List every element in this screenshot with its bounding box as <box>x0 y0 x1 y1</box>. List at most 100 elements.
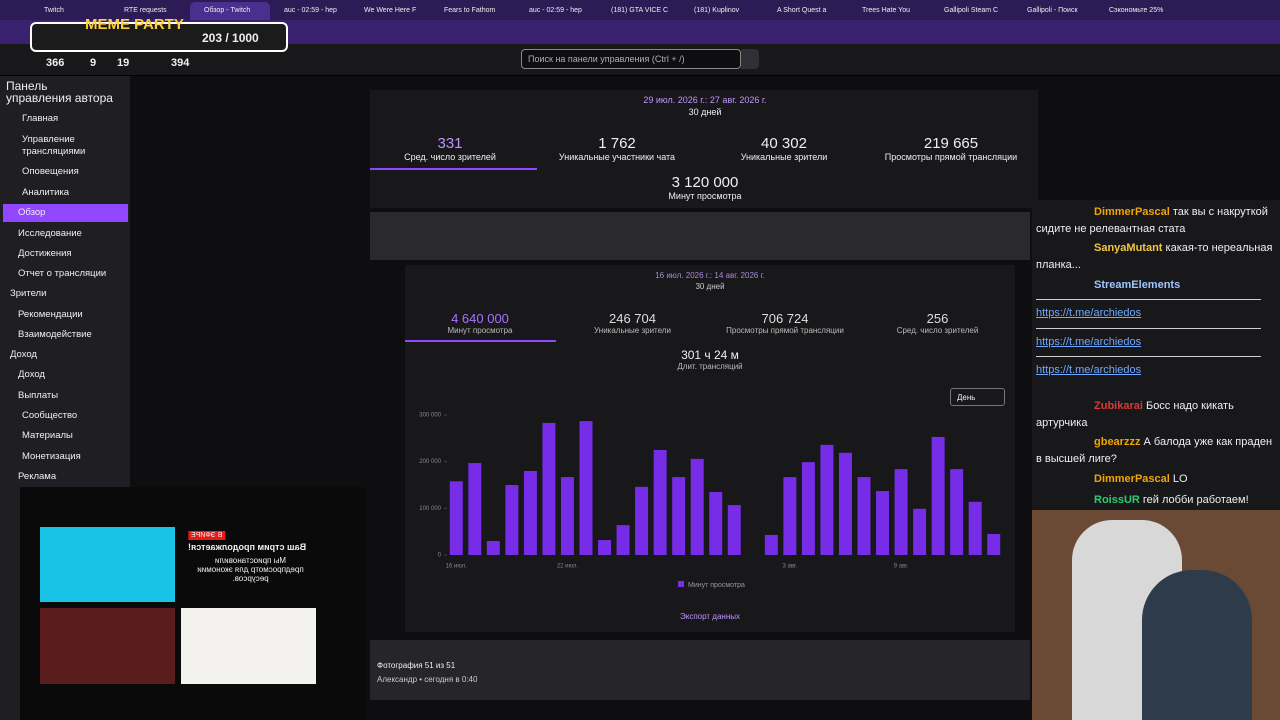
popup-image-1 <box>40 527 175 602</box>
chat-text: гей лобби работаем! <box>1142 494 1249 506</box>
sidebar-item[interactable]: Сообщество <box>22 410 78 421</box>
meme-progress: 203 / 1000 <box>202 31 259 45</box>
chat-user[interactable]: RoissUR <box>1094 494 1140 506</box>
inner-range: 16 июл. 2026 г.: 14 авг. 2026 г. <box>655 271 765 280</box>
overlay-stat: 394 <box>171 57 190 69</box>
sidebar-item[interactable]: Взаимодействие <box>18 329 92 340</box>
chat-message: StreamElements <box>1036 277 1276 294</box>
overlay-stat: 366 <box>46 57 65 69</box>
metric-label: Уникальные зрители <box>740 152 828 162</box>
metric-label: Длит. трансляций <box>677 362 743 371</box>
browser-tab[interactable]: (181) GTA VICE C <box>611 7 669 14</box>
metric-tab-underline <box>405 340 556 342</box>
separator <box>1036 328 1261 329</box>
metric-label: Сред. число зрителей <box>896 326 979 335</box>
chat-link[interactable]: https://t.me/archiedos <box>1036 307 1142 319</box>
inner-period: 30 дней <box>695 282 725 291</box>
sidebar-item[interactable]: Достижения <box>18 248 72 259</box>
metric-label: Сред. число зрителей <box>404 152 496 162</box>
tab-strip <box>0 0 1280 20</box>
browser-tab[interactable]: A Short Quest a <box>777 7 827 14</box>
chat-user[interactable]: SanyaMutant <box>1094 242 1163 254</box>
browser-tab[interactable]: Gallipoli - Поиск <box>1027 7 1078 14</box>
metric-tab-underline <box>370 168 537 170</box>
sidebar-item[interactable]: Реклама <box>18 471 57 482</box>
overview-range: 29 июл. 2026 г.: 27 авг. 2026 г. <box>643 95 767 105</box>
browser-tab[interactable]: (181) Kuplinov <box>694 7 740 14</box>
sidebar-item[interactable]: Исследование <box>18 228 82 239</box>
sidebar-item[interactable]: Управление трансляциями <box>22 134 86 157</box>
chat-link[interactable]: https://t.me/archiedos <box>1036 336 1142 348</box>
browser-tab[interactable]: Сэкономьте 25% <box>1109 7 1164 14</box>
browser-tab[interactable]: Gallipoli Steam C <box>944 7 999 14</box>
chat-text: какая-то нереальная планка... <box>1036 242 1273 271</box>
interval-select[interactable]: День <box>950 388 1005 406</box>
metric-value: 4 640 000 <box>451 311 509 326</box>
browser-tab[interactable]: Twitch <box>44 7 64 14</box>
overlay-stat: 19 <box>117 57 130 69</box>
chat-text: Босс надо кикать артурчика <box>1036 400 1234 429</box>
chat-link[interactable]: https://t.me/archiedos <box>1036 364 1142 376</box>
chat-user[interactable]: DimmerPascal <box>1094 206 1170 218</box>
browser-tab[interactable]: auc - 02:59 - hep <box>529 7 582 14</box>
chat <box>1032 200 1280 510</box>
sidebar-item[interactable]: Зрители <box>10 288 47 299</box>
popup-image-3 <box>181 608 316 684</box>
export-button[interactable]: Экспорт данных <box>680 612 740 621</box>
meme-title: MEME PARTY <box>85 16 184 33</box>
chat-user[interactable]: DimmerPascal <box>1094 473 1170 485</box>
browser-tab[interactable]: RTE requests <box>124 7 167 14</box>
overview-card <box>370 90 1038 208</box>
separator <box>1036 356 1261 357</box>
browser-tab[interactable]: Trees Hate You <box>862 7 910 14</box>
sidebar-item[interactable]: Выплаты <box>18 390 59 401</box>
sidebar-item[interactable]: Аналитика <box>22 187 70 198</box>
metric-value: 246 704 <box>609 311 656 326</box>
metric-value: 301 ч 24 м <box>681 348 739 362</box>
metric-value: 40 302 <box>761 135 807 152</box>
popup <box>20 487 366 720</box>
sidebar-item[interactable]: Монетизация <box>22 451 81 462</box>
chat-message: DimmerPascal так вы с накруткой сидите н… <box>1036 204 1276 238</box>
browser-tab[interactable]: auc - 02:59 - hep <box>284 7 337 14</box>
popup-badge: В ЭФИРЕ <box>188 531 226 540</box>
metric-value: 219 665 <box>923 135 979 152</box>
sidebar-item[interactable]: Отчет о трансляции <box>18 268 107 279</box>
sidebar-item[interactable]: Доход <box>18 369 45 380</box>
search-box[interactable]: Поиск на панели управления (Ctrl + /) <box>521 49 741 69</box>
metric-value: 331 <box>437 135 463 152</box>
metric-value: 3 120 000 <box>671 174 739 191</box>
chat-text: А балода уже как праден в высшей лиге? <box>1036 436 1273 465</box>
sidebar-item[interactable]: Обзор <box>3 204 128 222</box>
browser-tab[interactable]: Fears to Fathom <box>444 7 496 14</box>
sidebar-item[interactable]: Доход <box>10 349 37 360</box>
sidebar-title: Панель управления автора <box>6 79 113 105</box>
browser-tab[interactable]: Обзор - Twitch <box>190 2 270 20</box>
chat-message: SanyaMutant какая-то нереальная планка..… <box>1036 240 1276 274</box>
metric-label: Уникальные участники чата <box>558 152 676 162</box>
sidebar-item[interactable]: Главная <box>22 113 59 124</box>
metric-label: Уникальные зрители <box>594 326 671 335</box>
gray-band <box>370 212 1030 260</box>
chat-user[interactable]: StreamElements <box>1094 279 1181 291</box>
chat-user[interactable]: Zubikarai <box>1094 400 1143 412</box>
metric-label: Просмотры прямой трансляции <box>726 326 844 335</box>
search-button[interactable] <box>741 49 759 69</box>
sidebar-item[interactable]: Оповещения <box>22 166 79 177</box>
sidebar-item[interactable]: Материалы <box>22 430 73 441</box>
chat-user[interactable]: gbearzzz <box>1094 436 1141 448</box>
popup-text: Мы приостановили предпросмотр для эконом… <box>197 556 304 583</box>
person <box>1142 570 1252 720</box>
photo-strip <box>370 640 1030 700</box>
browser-tab[interactable]: We Were Here F <box>364 7 417 14</box>
meme-overlay <box>30 22 288 52</box>
metric-label: Минут просмотра <box>447 326 513 335</box>
metric-value: 1 762 <box>598 135 636 152</box>
popup-title: Ваш стрим продолжается! <box>188 542 307 552</box>
sidebar-item[interactable]: Рекомендации <box>18 309 83 320</box>
separator <box>1036 299 1261 300</box>
popup-image-2 <box>40 608 175 684</box>
photo-caption: Фотография 51 из 51 <box>377 661 456 670</box>
webcam <box>1032 510 1280 720</box>
inner-panel <box>405 265 1015 632</box>
